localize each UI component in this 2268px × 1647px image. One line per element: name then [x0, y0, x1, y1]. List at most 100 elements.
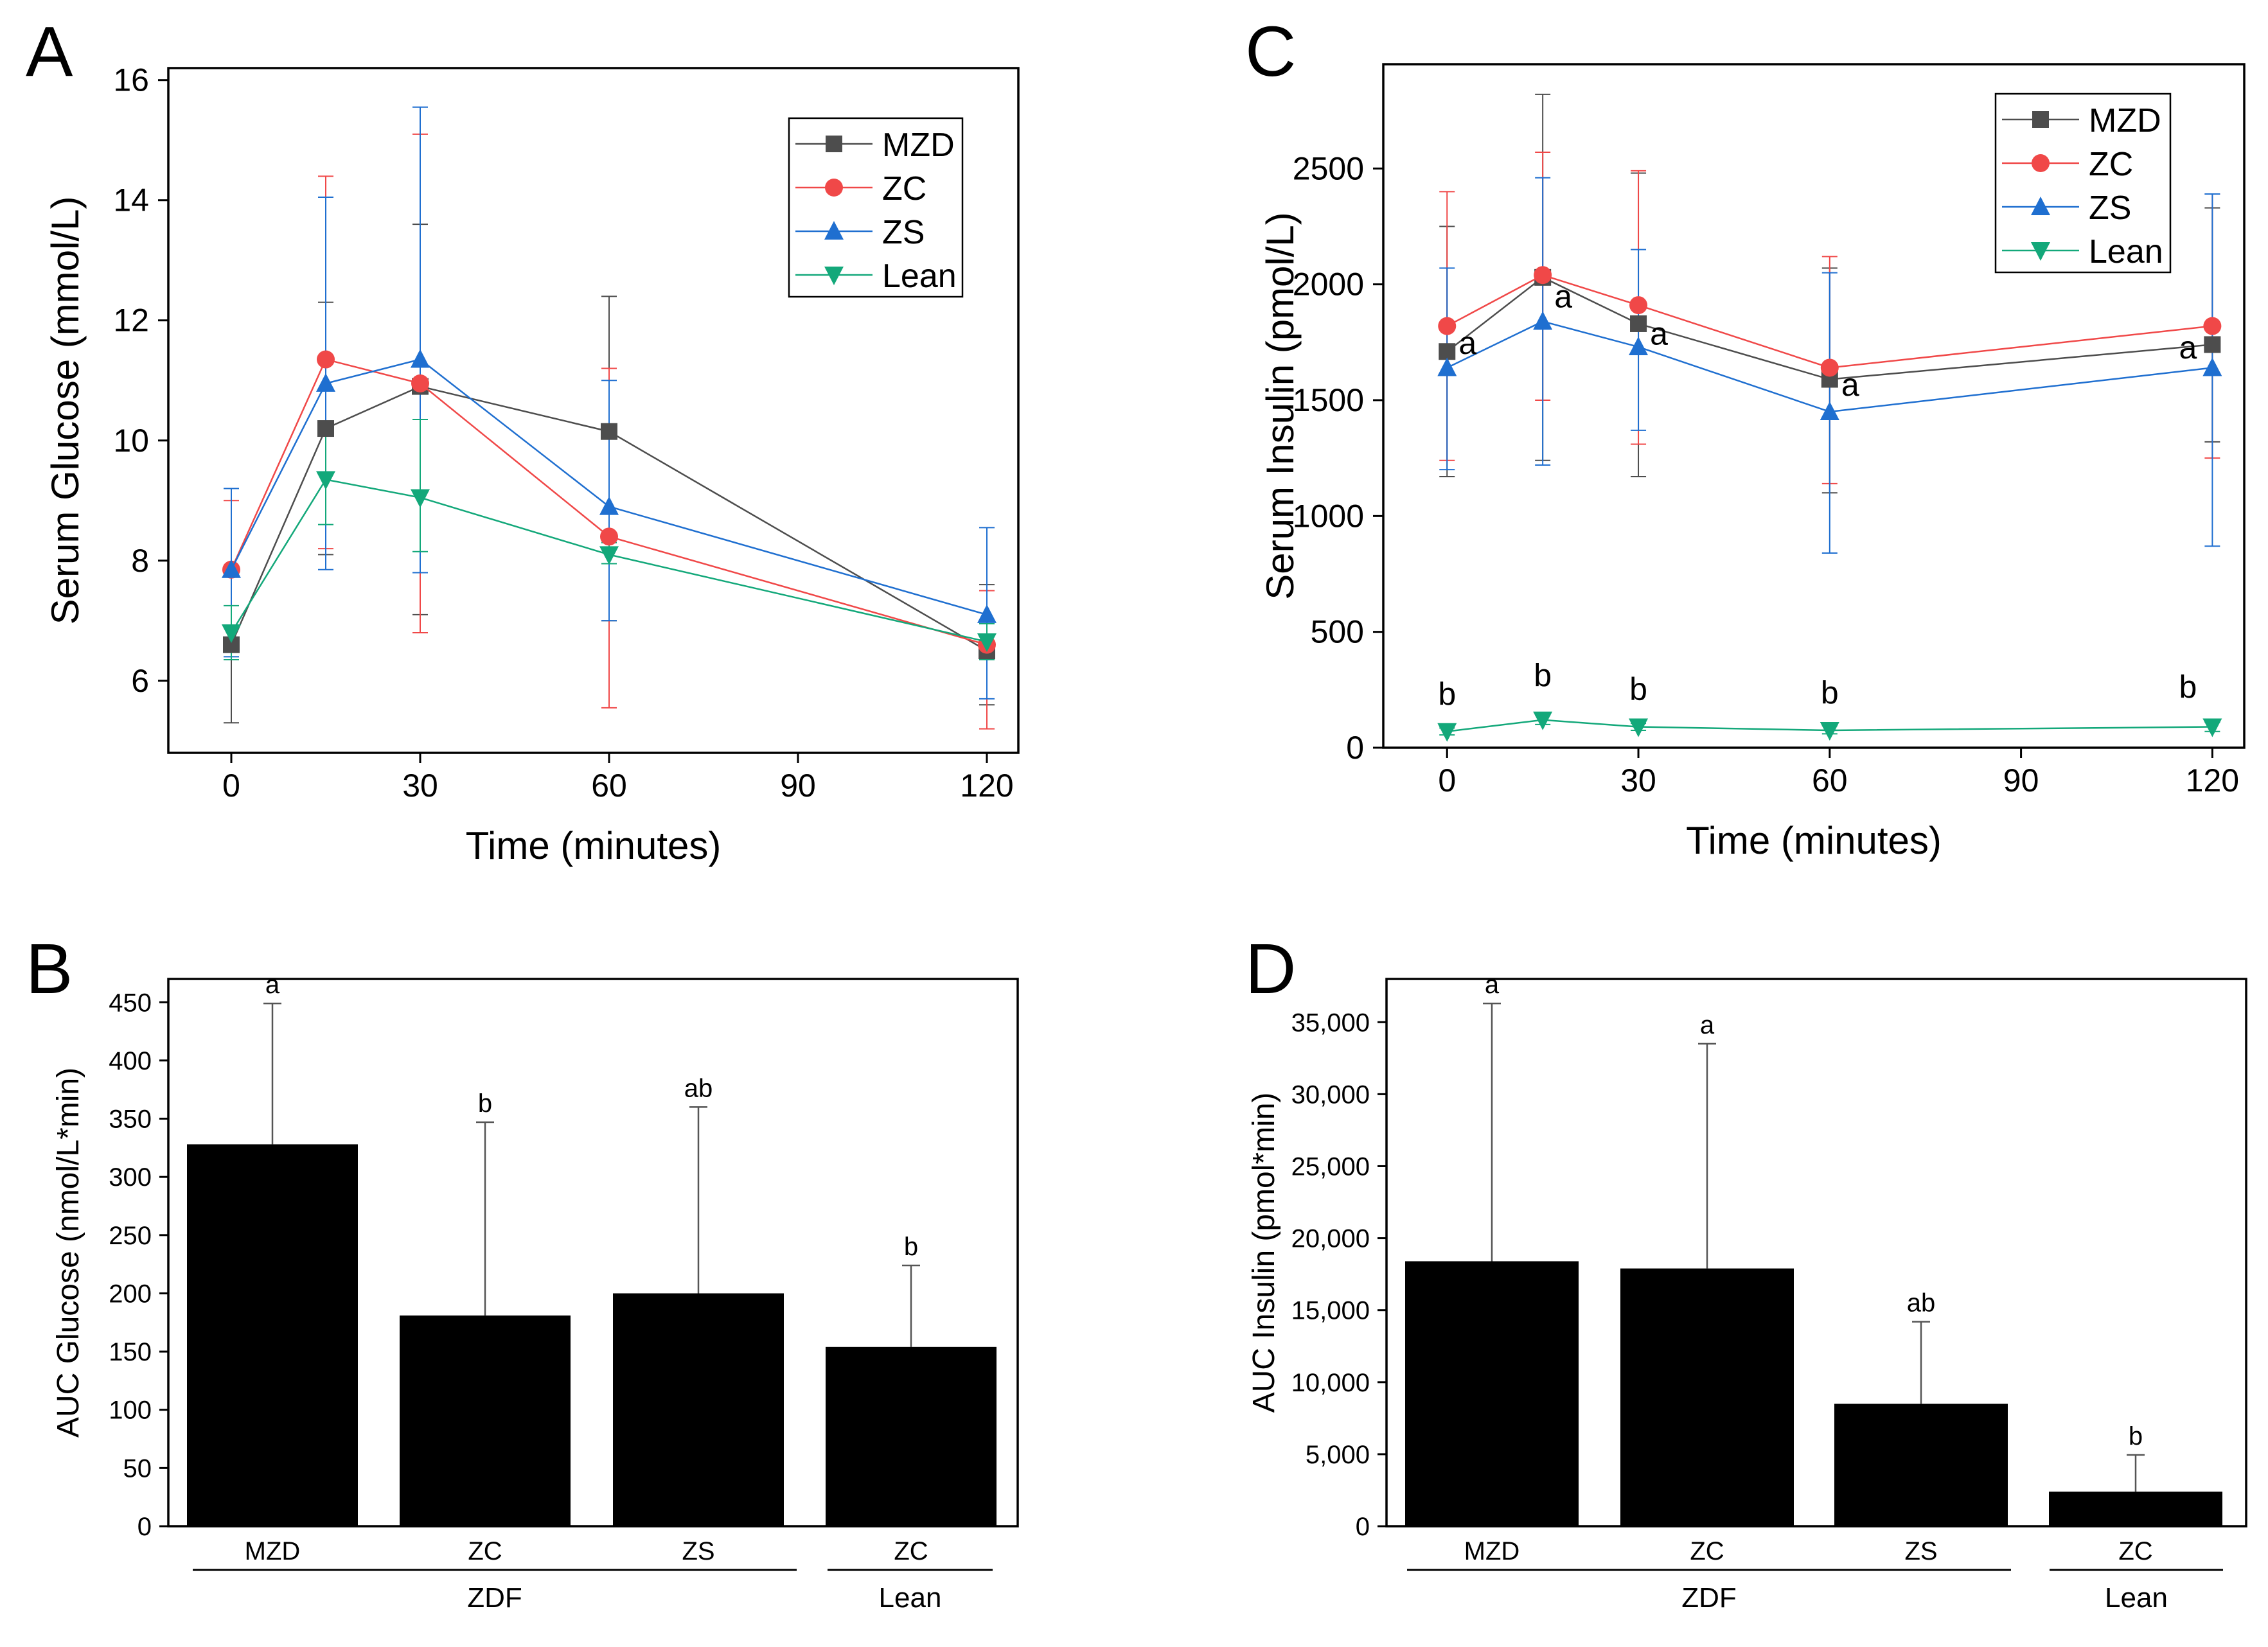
significance-letter: a: [1650, 315, 1668, 351]
y-tick-label: 50: [123, 1454, 152, 1483]
data-point-mzd: [601, 423, 617, 440]
data-point-zs: [1629, 337, 1649, 356]
y-tick-label: 1000: [1293, 498, 1364, 534]
legend-marker-zs: [2031, 197, 2050, 215]
data-point-lean: [1820, 721, 1839, 741]
y-tick-label: 450: [109, 989, 152, 1017]
y-tick-label: 0: [1356, 1513, 1370, 1541]
y-tick-label: 10,000: [1291, 1369, 1370, 1397]
legend-label-mzd: MZD: [882, 127, 955, 164]
legend-marker-zc: [2032, 154, 2050, 172]
significance-letter: a: [265, 971, 280, 999]
significance-letter: a: [1700, 1011, 1715, 1039]
y-tick-label: 10: [113, 423, 149, 459]
bar-zs: [1834, 1404, 2008, 1526]
legend-marker-mzd: [826, 136, 842, 152]
data-point-zc: [1629, 296, 1648, 315]
x-category-label: ZC: [2118, 1537, 2152, 1565]
legend-label-zc: ZC: [882, 170, 926, 207]
significance-letter: b: [2179, 669, 2197, 705]
y-axis-label: Serum Insulin (pmol/L): [1259, 212, 1302, 600]
data-point-zc: [317, 350, 335, 369]
x-axis-label: Time (minutes): [1686, 819, 1942, 862]
legend: MZD ZC ZS Lean: [1994, 92, 2172, 274]
y-tick-label: 15,000: [1291, 1297, 1370, 1325]
y-axis-label: AUC Insulin (pmol*min): [1247, 1093, 1281, 1413]
y-tick-label: 5,000: [1306, 1441, 1370, 1469]
legend-label-lean: Lean: [2089, 233, 2163, 270]
data-point-zs: [1533, 311, 1553, 330]
y-tick-label: 2500: [1293, 150, 1364, 186]
legend-marker-lean: [2031, 242, 2050, 261]
bar-zc: [1620, 1268, 1794, 1526]
y-tick-label: 8: [131, 543, 149, 579]
x-axis-label: Time (minutes): [466, 824, 722, 867]
x-category-label: MZD: [1464, 1537, 1520, 1565]
data-point-lean: [316, 471, 335, 490]
significance-letter: a: [1485, 971, 1500, 999]
x-tick-label: 0: [1438, 762, 1456, 798]
panel-letter-c: C: [1245, 12, 1296, 91]
data-point-mzd: [1630, 315, 1647, 332]
x-tick-label: 120: [2186, 762, 2239, 798]
panel-letter-b: B: [26, 929, 73, 1008]
plot-frame: [167, 67, 1020, 754]
y-tick-label: 300: [109, 1163, 152, 1192]
x-tick-label: 30: [1620, 762, 1656, 798]
data-point-lean: [1437, 723, 1457, 742]
significance-letter: b: [1629, 671, 1647, 707]
x-tick-label: 60: [591, 768, 627, 804]
y-tick-label: 0: [1346, 730, 1364, 766]
significance-letter: b: [904, 1233, 918, 1261]
data-point-zc: [1820, 358, 1839, 377]
data-point-lean: [222, 624, 241, 643]
significance-letter: a: [2179, 330, 2197, 366]
group-label-zdf: ZDF: [1681, 1582, 1737, 1614]
data-point-zs: [2202, 357, 2222, 376]
significance-letter: a: [1841, 367, 1859, 403]
data-point-mzd: [1439, 343, 1456, 360]
panel-letter-d: D: [1245, 929, 1296, 1008]
y-tick-label: 200: [109, 1280, 152, 1308]
x-tick-label: 90: [2003, 762, 2039, 798]
x-tick-label: 0: [222, 768, 240, 804]
y-axis-label: AUC Glucose (nmol/L*min): [51, 1068, 85, 1438]
x-category-label: ZC: [894, 1537, 928, 1565]
bar-zc: [826, 1346, 997, 1526]
legend-label-lean: Lean: [882, 258, 957, 295]
significance-letter: a: [1458, 325, 1476, 361]
significance-letter: ab: [684, 1074, 713, 1102]
bar-zc: [400, 1315, 571, 1526]
y-tick-label: 14: [113, 182, 149, 218]
legend-marker-zs: [824, 221, 844, 240]
y-tick-label: 150: [109, 1338, 152, 1366]
y-tick-label: 350: [109, 1105, 152, 1134]
group-label-zdf: ZDF: [467, 1582, 522, 1614]
data-point-zc: [2203, 317, 2222, 335]
significance-letter: b: [1534, 657, 1552, 693]
x-tick-label: 90: [780, 768, 816, 804]
data-point-lean: [1533, 711, 1553, 730]
significance-letter: a: [1554, 279, 1572, 315]
legend-box: [788, 117, 964, 298]
panel-a-glucose-line-chart: 0 30 60 90 120 6 8 10 12 14 16 Time (minutes) Serum …: [44, 62, 1020, 867]
data-point-zc: [1438, 317, 1457, 335]
y-tick-label: 100: [109, 1396, 152, 1425]
data-point-zs: [599, 496, 619, 515]
x-tick-label: 60: [1812, 762, 1848, 798]
data-point-zs: [1820, 401, 1839, 421]
data-point-zs: [977, 604, 997, 623]
data-point-lean: [411, 489, 430, 508]
significance-letter: b: [1821, 674, 1839, 710]
legend-marker-zc: [825, 179, 843, 197]
legend-label-zc: ZC: [2089, 146, 2133, 183]
data-point-zc: [1534, 266, 1552, 285]
y-axis-label: Serum Glucose (mmol/L): [44, 197, 87, 625]
y-tick-label: 12: [113, 303, 149, 339]
y-tick-label: 500: [1311, 614, 1364, 650]
y-tick-label: 400: [109, 1047, 152, 1075]
legend-marker-lean: [824, 267, 844, 285]
bar-zs: [613, 1293, 784, 1526]
y-tick-label: 2000: [1293, 267, 1364, 303]
